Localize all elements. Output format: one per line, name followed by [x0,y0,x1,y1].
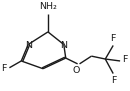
Text: N: N [25,41,32,50]
Text: N: N [60,41,67,50]
Text: F: F [112,76,117,85]
Text: NH₂: NH₂ [39,2,57,11]
Text: O: O [73,66,80,75]
Text: F: F [110,34,116,43]
Text: F: F [122,56,128,65]
Text: F: F [1,64,6,73]
